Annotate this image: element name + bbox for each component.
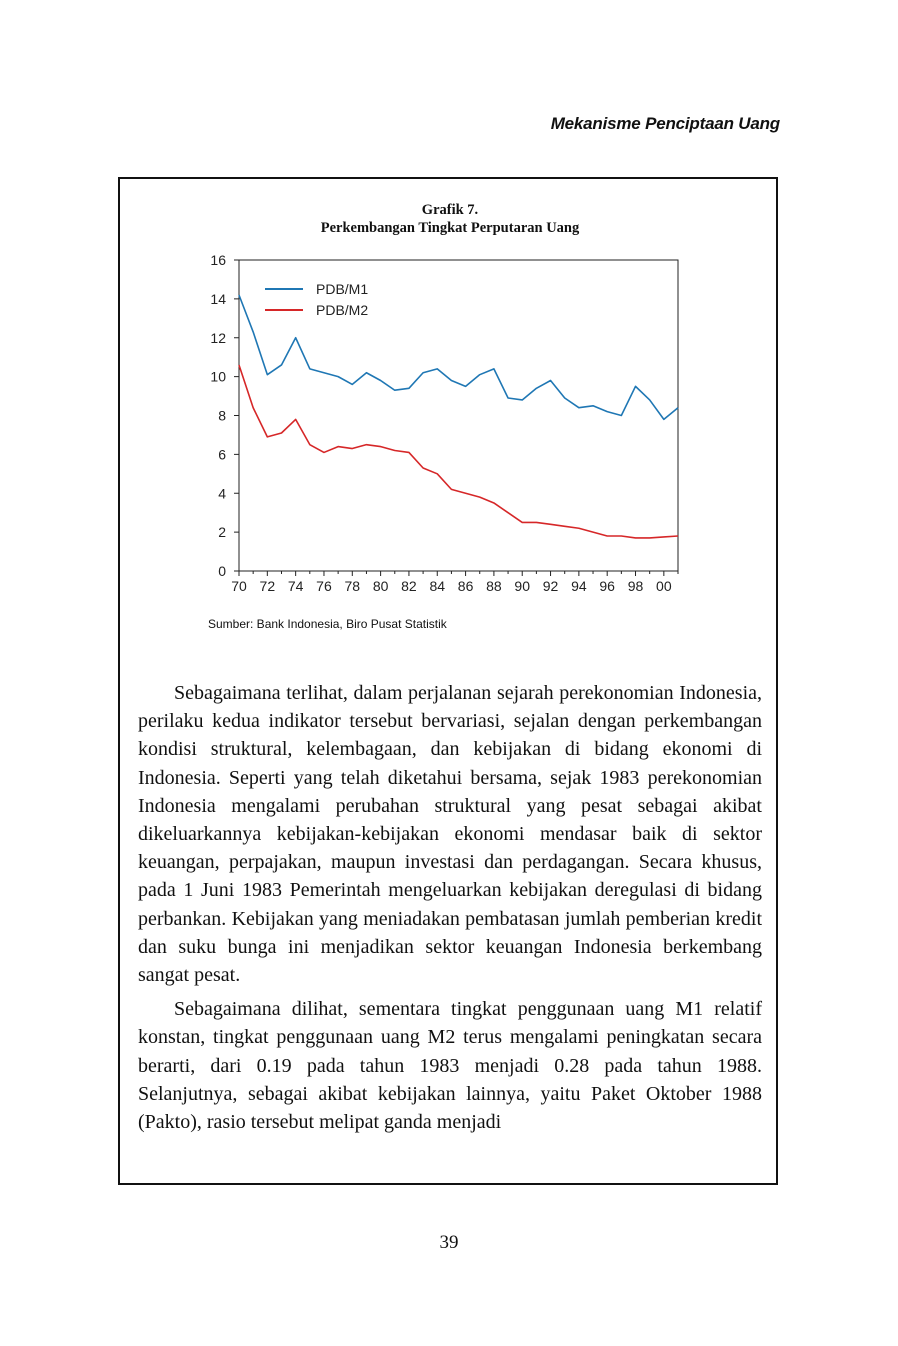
legend-label: PDB/M2 xyxy=(316,302,368,318)
y-tick-label: 16 xyxy=(210,252,226,268)
y-tick-label: 12 xyxy=(210,330,226,346)
x-tick-label: 80 xyxy=(373,578,389,594)
x-tick-label: 00 xyxy=(656,578,672,594)
y-tick-label: 8 xyxy=(218,408,226,424)
y-tick-label: 0 xyxy=(218,563,226,579)
page-number: 39 xyxy=(439,1232,459,1253)
plot-area xyxy=(238,259,679,572)
x-tick-label: 84 xyxy=(429,578,445,594)
running-header: Mekanisme Penciptaan Uang xyxy=(550,114,781,133)
x-tick-label: 82 xyxy=(401,578,417,594)
x-tick-label: 98 xyxy=(628,578,644,594)
content-frame: Grafik 7. Perkembangan Tingkat Perputara… xyxy=(118,177,778,1185)
figure-label: Grafik 7. xyxy=(421,202,479,218)
figure-title: Perkembangan Tingkat Perputaran Uang xyxy=(320,220,580,236)
x-tick-label: 94 xyxy=(571,578,587,594)
y-tick-label: 10 xyxy=(210,369,226,385)
x-tick-label: 86 xyxy=(458,578,474,594)
x-tick-label: 78 xyxy=(345,578,361,594)
x-tick-label: 96 xyxy=(599,578,615,594)
paragraph-1: Sebagaimana terlihat, dalam perjalanan s… xyxy=(138,682,762,987)
x-tick-label: 72 xyxy=(260,578,276,594)
x-tick-label: 92 xyxy=(543,578,559,594)
x-tick-label: 70 xyxy=(231,578,247,594)
line-chart: 0 2 4 6 8 10 12 14 16 70 72 74 76 78 80 82 84 86 88 90 92 94 9… xyxy=(210,252,679,594)
y-tick-label: 2 xyxy=(218,524,226,540)
series-line-pdb-m2 xyxy=(238,364,679,539)
body-text: Sebagaimana terlihat, dalam perjalanan s… xyxy=(138,679,762,1142)
figure-source: Sumber: Bank Indonesia, Biro Pusat Stati… xyxy=(208,617,447,631)
y-tick-label: 14 xyxy=(210,291,226,307)
x-tick-label: 88 xyxy=(486,578,502,594)
paragraph-2: Sebagaimana dilihat, sementara tingkat p… xyxy=(138,998,762,1134)
x-tick-label: 76 xyxy=(316,578,332,594)
y-tick-label: 6 xyxy=(218,446,226,462)
series-line-pdb-m1 xyxy=(238,294,679,421)
x-tick-label: 90 xyxy=(514,578,530,594)
x-tick-label: 74 xyxy=(288,578,304,594)
y-tick-label: 4 xyxy=(218,485,226,501)
legend-label: PDB/M1 xyxy=(316,281,368,297)
